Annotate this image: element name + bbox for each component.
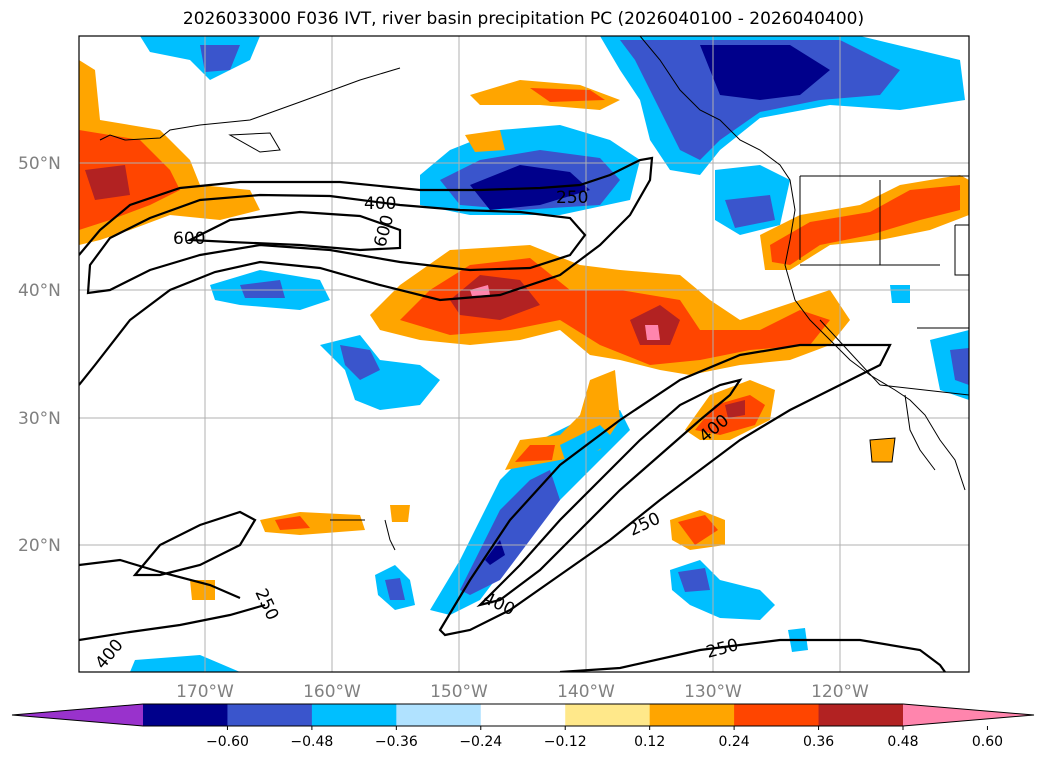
- lat-label: 30°N: [18, 409, 61, 429]
- colorbar-swatch: [311, 704, 397, 726]
- colorbar-tick-label: 0.24: [719, 734, 750, 750]
- colorbar-tick-label: 0.60: [972, 734, 1003, 750]
- colorbar-swatch: [143, 704, 228, 726]
- lat-label: 40°N: [18, 281, 61, 301]
- latitude-labels: 50°N 40°N 30°N 20°N: [18, 154, 61, 556]
- colorbar-tick-label: −0.12: [544, 734, 587, 750]
- graticule: [79, 36, 969, 672]
- contour-label: 600: [173, 229, 205, 249]
- colorbar-swatch: [396, 704, 482, 726]
- colorbar-tick-label: −0.36: [375, 734, 418, 750]
- coastlines: [99, 36, 969, 551]
- colorbar: −0.60 −0.48 −0.36 −0.24 −0.12 0.12 0.24 0.36 0.4…: [11, 703, 1035, 750]
- lon-label: 150°W: [430, 682, 488, 702]
- lon-label: 140°W: [557, 682, 615, 702]
- colorbar-tick-label: −0.48: [290, 734, 333, 750]
- ivt-contours: [79, 156, 946, 672]
- longitude-labels: 170°W 160°W 150°W 140°W 130°W 120°W: [176, 682, 869, 702]
- ivt-contour-600-north: [185, 210, 402, 252]
- ivt-contour-250-south: [438, 343, 892, 637]
- colorbar-extend-low: [12, 704, 143, 726]
- colorbar-outline: [11, 703, 1035, 727]
- colorbar-tick-label: 0.48: [887, 734, 918, 750]
- lon-label: 170°W: [176, 682, 234, 702]
- colorbar-swatch: [565, 704, 651, 726]
- ivt-contour-250-southeast: [559, 638, 946, 672]
- lon-label: 160°W: [303, 682, 361, 702]
- colorbar-swatch: [480, 704, 566, 726]
- colorbar-tick-label: −0.24: [459, 734, 502, 750]
- colorbar-tick-label: 0.36: [803, 734, 834, 750]
- colorbar-swatch: [649, 704, 735, 726]
- lat-label: 20°N: [18, 536, 61, 556]
- colorbar-swatch: [818, 704, 904, 726]
- lat-label: 50°N: [18, 154, 61, 174]
- map-title: 2026033000 F036 IVT, river basin precipi…: [182, 9, 865, 29]
- ivt-contour-250-southwest: [79, 558, 241, 600]
- ivt-contour-400-north: [86, 193, 587, 295]
- colorbar-swatch: [227, 704, 313, 726]
- colorbar-tick-label: 0.12: [634, 734, 665, 750]
- contour-label: 400: [364, 194, 396, 214]
- ivt-contour-250-southwest-2: [79, 603, 266, 642]
- contour-label: 250: [556, 188, 588, 208]
- colorbar-tick-label: −0.60: [206, 734, 249, 750]
- contour-labels: 400 600 600 250 400 250 400 250 250 400: [92, 188, 741, 673]
- ivt-contour-400-south: [476, 378, 743, 608]
- ivt-contour-250-north: [79, 156, 654, 386]
- colorbar-swatch: [734, 704, 820, 726]
- lon-label: 120°W: [811, 682, 869, 702]
- lon-label: 130°W: [684, 682, 742, 702]
- ivt-contour-small-sw: [132, 510, 257, 577]
- map-frame: [78, 35, 970, 673]
- colorbar-extend-high: [903, 704, 1034, 726]
